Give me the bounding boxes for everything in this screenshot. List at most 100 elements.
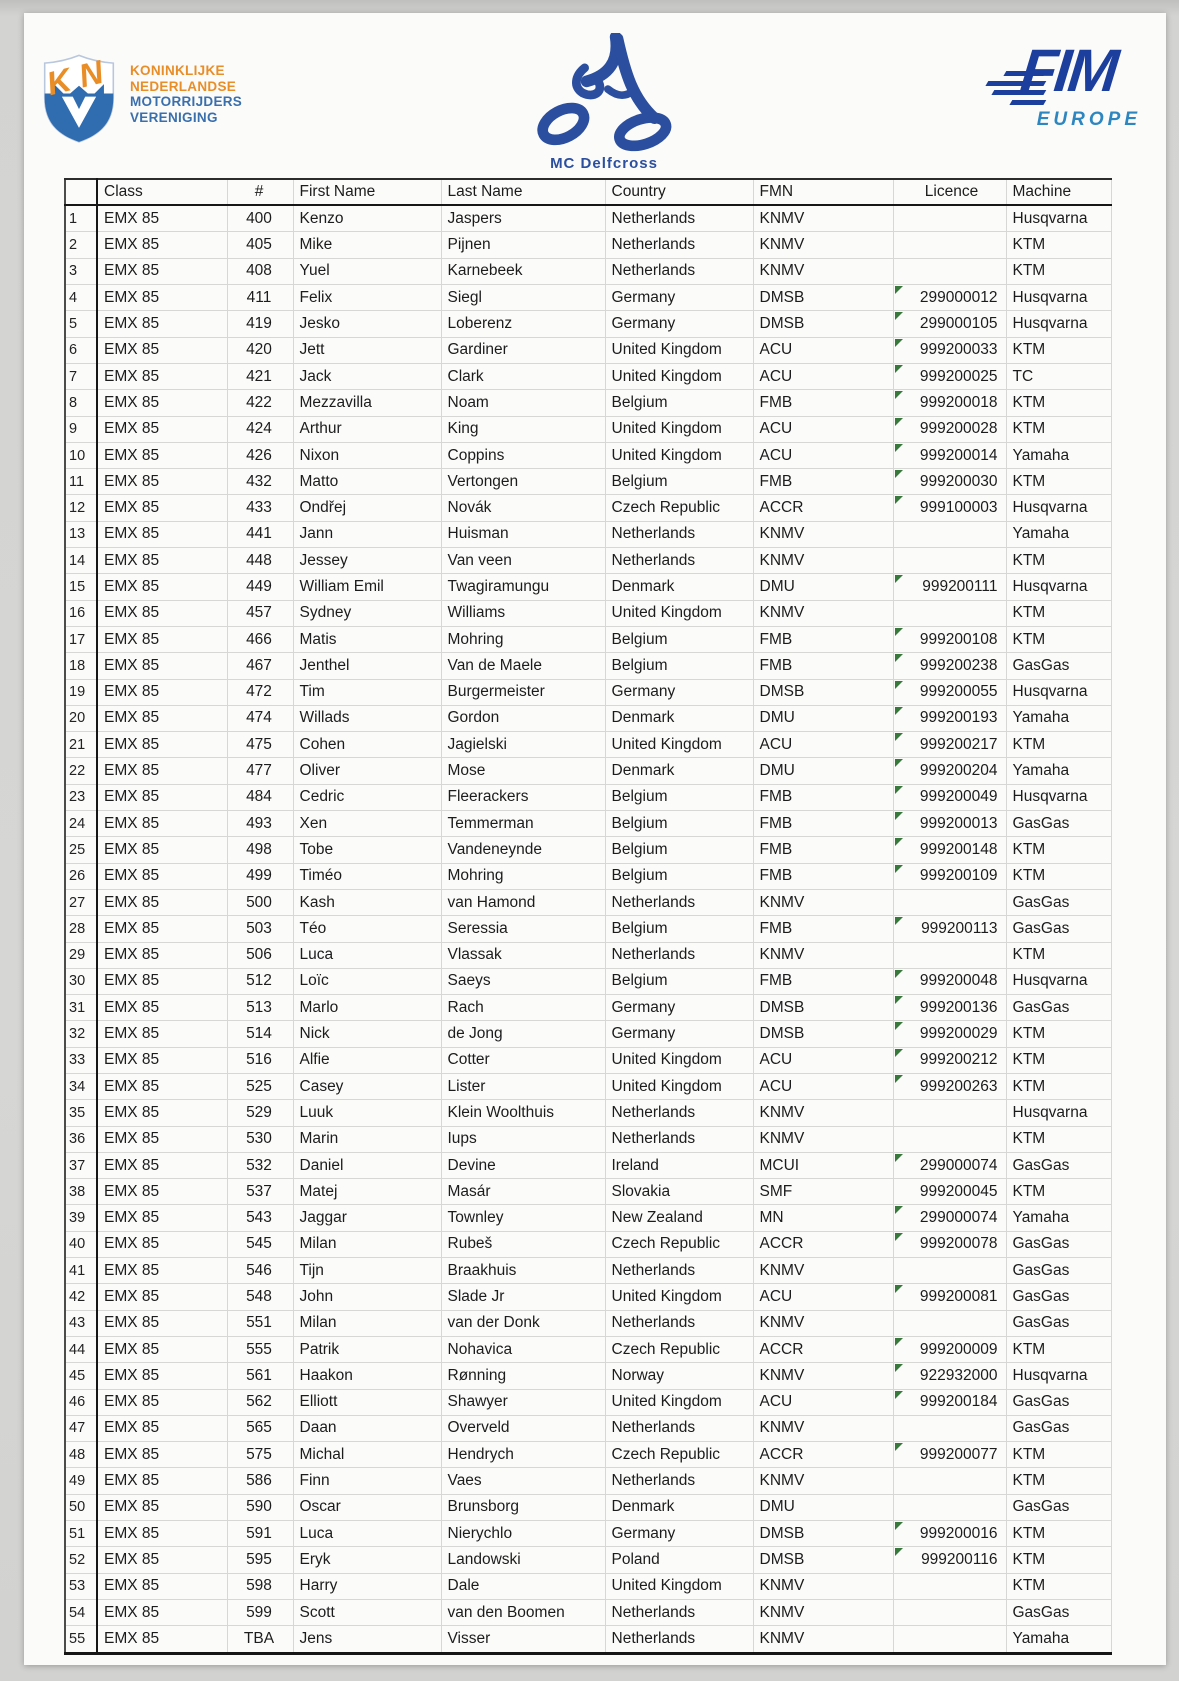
last-name-cell: Pijnen — [440, 231, 606, 259]
country-cell: Belgium — [604, 468, 754, 496]
number-stored-as-text-icon — [894, 391, 903, 400]
machine-cell: KTM — [1005, 1467, 1112, 1495]
class-cell: EMX 85 — [96, 1598, 228, 1627]
machine-cell: Yamaha — [1005, 1204, 1112, 1232]
fmn-cell: ACU — [752, 336, 894, 364]
last-name-cell: Saeys — [440, 967, 606, 996]
class-cell: EMX 85 — [96, 1467, 228, 1495]
race-number-cell: 598 — [226, 1572, 294, 1600]
number-stored-as-text-icon — [894, 338, 903, 347]
row-number-cell: 12 — [64, 494, 98, 522]
last-name-cell: Landowski — [440, 1546, 606, 1574]
table-row: 44 EMX 85 555 Patrik Nohavica Czech Repu… — [64, 1335, 1112, 1364]
first-name-cell: Kenzo — [292, 204, 442, 233]
knmv-line-3: MOTORRIJDERS — [130, 94, 243, 109]
licence-cell — [892, 231, 1007, 259]
last-name-cell: Huisman — [440, 520, 606, 549]
fmn-cell: FMB — [752, 652, 894, 680]
machine-cell: Yamaha — [1005, 704, 1112, 733]
knmv-shield-icon: K N — [43, 53, 115, 143]
table-row: 32 EMX 85 514 Nick de Jong Germany DMSB … — [64, 1020, 1112, 1048]
last-name-cell: Van veen — [440, 547, 606, 575]
machine-cell: GasGas — [1005, 1283, 1112, 1311]
country-cell: Netherlands — [604, 941, 754, 969]
class-cell: EMX 85 — [96, 1520, 228, 1548]
machine-cell: KTM — [1005, 257, 1112, 286]
class-cell: EMX 85 — [96, 415, 228, 443]
country-cell: Belgium — [604, 810, 754, 838]
race-number-cell: 420 — [226, 336, 294, 364]
row-number-cell: 35 — [64, 1099, 98, 1127]
licence-cell: 999200013 — [892, 810, 1007, 838]
header-first-name: First Name — [292, 178, 442, 206]
machine-cell: GasGas — [1005, 810, 1112, 838]
race-number-cell: 529 — [226, 1099, 294, 1127]
first-name-cell: Tobe — [292, 836, 442, 864]
last-name-cell: Nierychlo — [440, 1520, 606, 1548]
country-cell: Germany — [604, 994, 754, 1022]
fmn-cell: FMB — [752, 810, 894, 838]
last-name-cell: Devine — [440, 1151, 606, 1180]
licence-cell: 999200077 — [892, 1441, 1007, 1469]
table-row: 17 EMX 85 466 Matis Mohring Belgium FMB … — [64, 625, 1112, 654]
row-number-cell: 50 — [64, 1493, 98, 1522]
row-number-cell: 9 — [64, 415, 98, 443]
licence-cell — [892, 599, 1007, 627]
last-name-cell: Dale — [440, 1572, 606, 1600]
race-number-cell: 545 — [226, 1230, 294, 1259]
country-cell: United Kingdom — [604, 1072, 754, 1101]
machine-cell: KTM — [1005, 547, 1112, 575]
country-cell: Denmark — [604, 757, 754, 785]
class-cell: EMX 85 — [96, 284, 228, 312]
first-name-cell: Jens — [292, 1625, 442, 1654]
fmn-cell: DMSB — [752, 678, 894, 706]
last-name-cell: de Jong — [440, 1020, 606, 1048]
table-row: 21 EMX 85 475 Cohen Jagielski United Kin… — [64, 731, 1112, 759]
licence-cell: 999200116 — [892, 1546, 1007, 1574]
table-row: 37 EMX 85 532 Daniel Devine Ireland MCUI… — [64, 1151, 1112, 1180]
class-cell: EMX 85 — [96, 520, 228, 549]
header-last-name: Last Name — [440, 178, 606, 206]
machine-cell: Yamaha — [1005, 520, 1112, 549]
country-cell: Netherlands — [604, 1414, 754, 1443]
country-cell: Germany — [604, 1020, 754, 1048]
race-number-cell: 484 — [226, 783, 294, 812]
first-name-cell: Nixon — [292, 441, 442, 470]
race-number-cell: 530 — [226, 1125, 294, 1153]
last-name-cell: Van de Maele — [440, 652, 606, 680]
last-name-cell: Vertongen — [440, 468, 606, 496]
header-race-number: # — [226, 178, 294, 206]
licence-cell: 999200263 — [892, 1072, 1007, 1101]
first-name-cell: Harry — [292, 1572, 442, 1600]
table-row: 43 EMX 85 551 Milan van der Donk Netherl… — [64, 1309, 1112, 1337]
number-stored-as-text-icon — [894, 496, 903, 505]
fmn-cell: ACU — [752, 1388, 894, 1416]
licence-cell: 999200108 — [892, 625, 1007, 654]
licence-cell — [892, 941, 1007, 969]
licence-cell: 999200029 — [892, 1020, 1007, 1048]
licence-cell: 999200238 — [892, 652, 1007, 680]
fmn-cell: KNMV — [752, 520, 894, 549]
number-stored-as-text-icon — [894, 759, 903, 768]
class-cell: EMX 85 — [96, 1572, 228, 1600]
licence-cell — [892, 547, 1007, 575]
fmn-cell: ACU — [752, 1283, 894, 1311]
last-name-cell: Twagiramungu — [440, 573, 606, 601]
row-number-cell: 46 — [64, 1388, 98, 1416]
fmn-cell: ACU — [752, 415, 894, 443]
race-number-cell: 477 — [226, 757, 294, 785]
table-row: 40 EMX 85 545 Milan Rubeš Czech Republic… — [64, 1230, 1112, 1259]
first-name-cell: Haakon — [292, 1362, 442, 1390]
first-name-cell: Luca — [292, 941, 442, 969]
first-name-cell: Jessey — [292, 547, 442, 575]
licence-cell: 999200212 — [892, 1046, 1007, 1074]
last-name-cell: Jaspers — [440, 204, 606, 233]
last-name-cell: Masár — [440, 1178, 606, 1206]
fmn-cell: FMB — [752, 836, 894, 864]
licence-cell — [892, 1257, 1007, 1285]
class-cell: EMX 85 — [96, 678, 228, 706]
first-name-cell: Milan — [292, 1309, 442, 1337]
fmn-cell: FMB — [752, 862, 894, 890]
race-number-cell: 449 — [226, 573, 294, 601]
